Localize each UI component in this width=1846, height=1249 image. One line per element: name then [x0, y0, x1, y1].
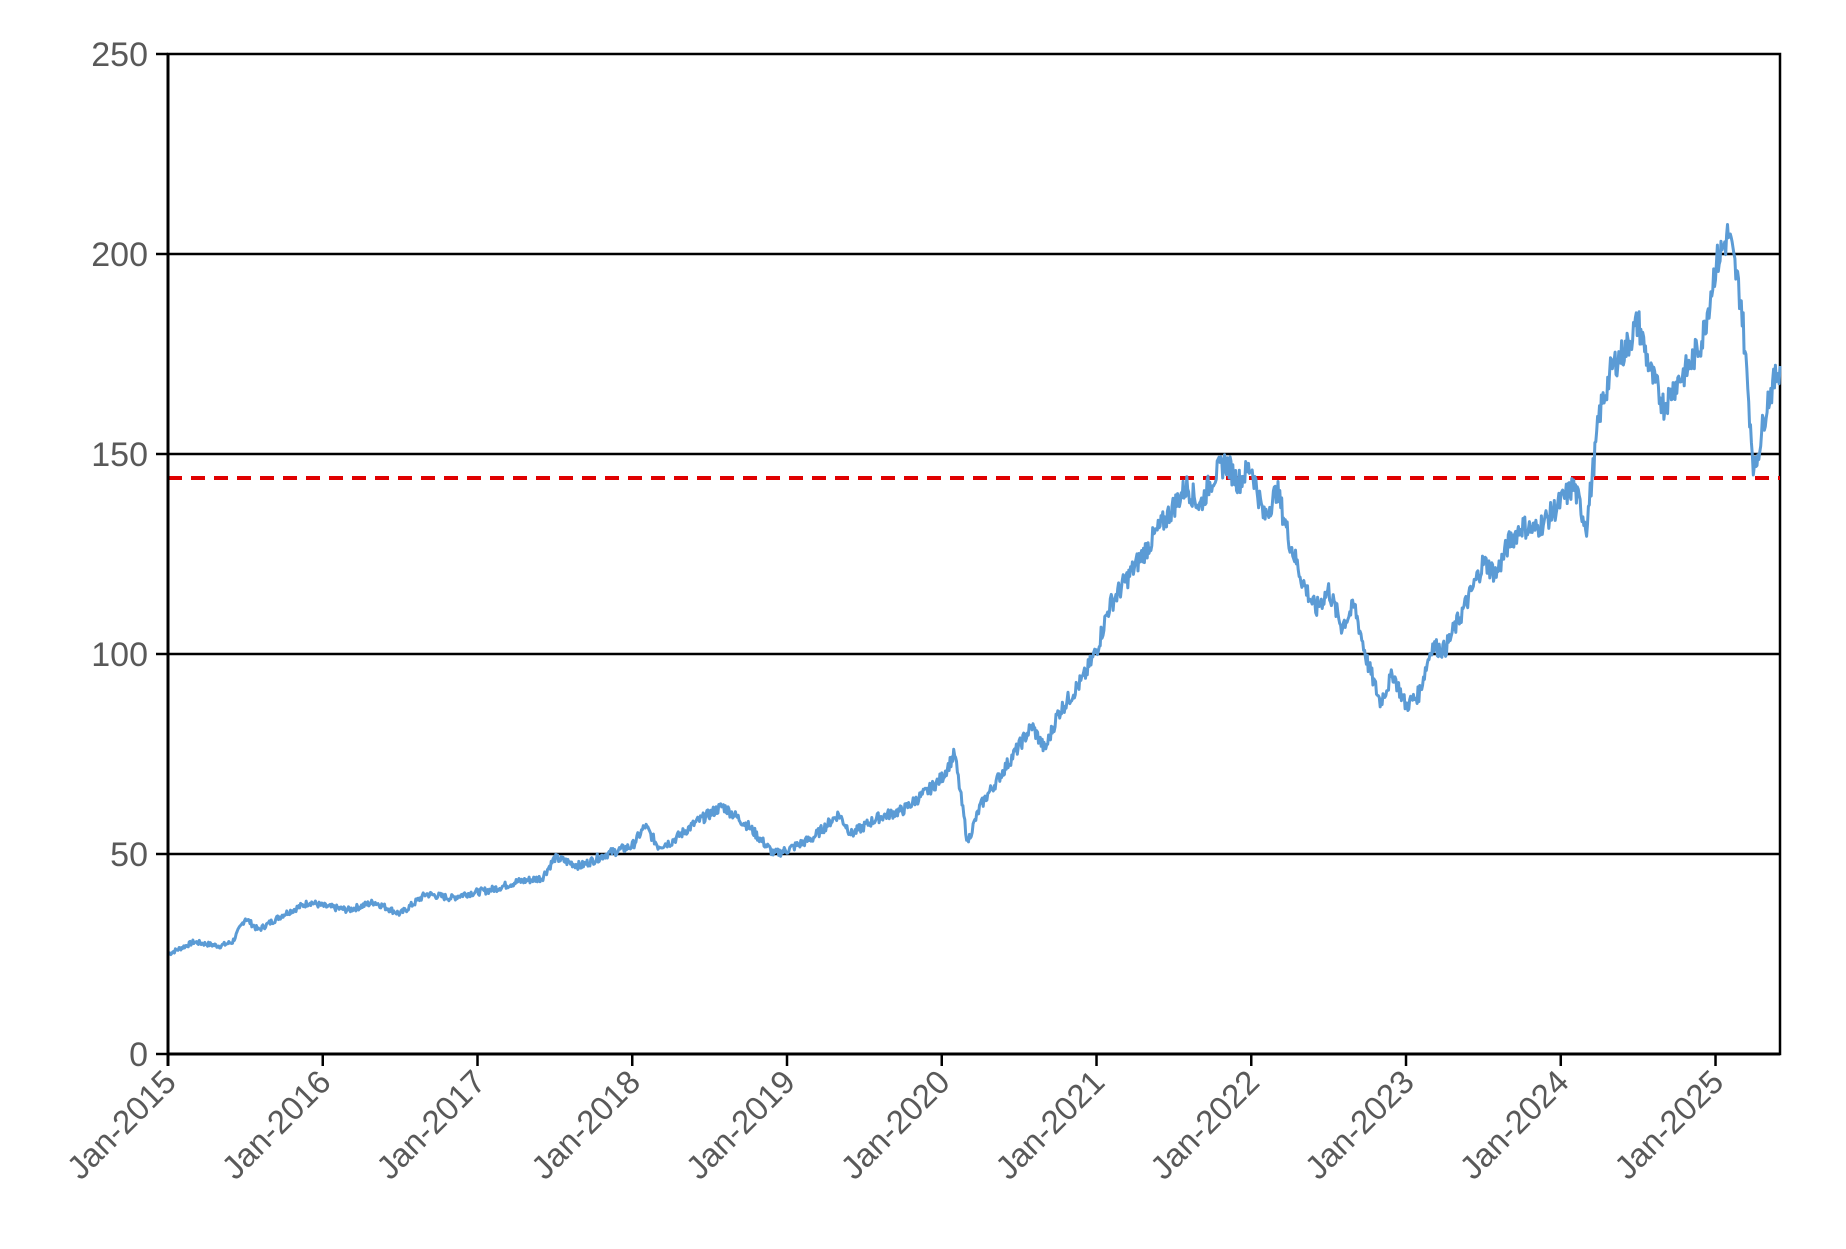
- x-tick-label: Jan-2020: [833, 1063, 956, 1186]
- series-layer: [167, 223, 1782, 957]
- y-axis-ticks: 0 50 100 150 200 250: [91, 36, 168, 1074]
- x-tick-label: Jan-2023: [1297, 1063, 1420, 1186]
- series-line: [167, 223, 1782, 957]
- axes: [166, 54, 1780, 1066]
- y-tick-label: 250: [91, 36, 148, 74]
- x-tick-label: Jan-2018: [524, 1063, 647, 1186]
- x-tick-label: Jan-2015: [59, 1063, 182, 1186]
- x-tick-label: Jan-2025: [1607, 1063, 1730, 1186]
- x-tick-label: Jan-2019: [678, 1063, 801, 1186]
- x-tick-label: Jan-2021: [988, 1063, 1111, 1186]
- x-tick-label: Jan-2017: [369, 1063, 492, 1186]
- gridlines: [168, 252, 1780, 856]
- y-tick-label: 200: [91, 236, 148, 274]
- x-tick-label: Jan-2022: [1143, 1063, 1266, 1186]
- y-tick-label: 100: [91, 636, 148, 674]
- y-tick-label: 0: [129, 1036, 148, 1074]
- y-tick-label: 150: [91, 436, 148, 474]
- plot-area: [166, 52, 1782, 1056]
- x-tick-label: Jan-2024: [1452, 1063, 1575, 1186]
- x-tick-label: Jan-2016: [214, 1063, 337, 1186]
- y-tick-label: 50: [110, 836, 148, 874]
- x-axis-ticks: Jan-2015 Jan-2016 Jan-2017 Jan-2018 Jan-2019…: [59, 1054, 1730, 1186]
